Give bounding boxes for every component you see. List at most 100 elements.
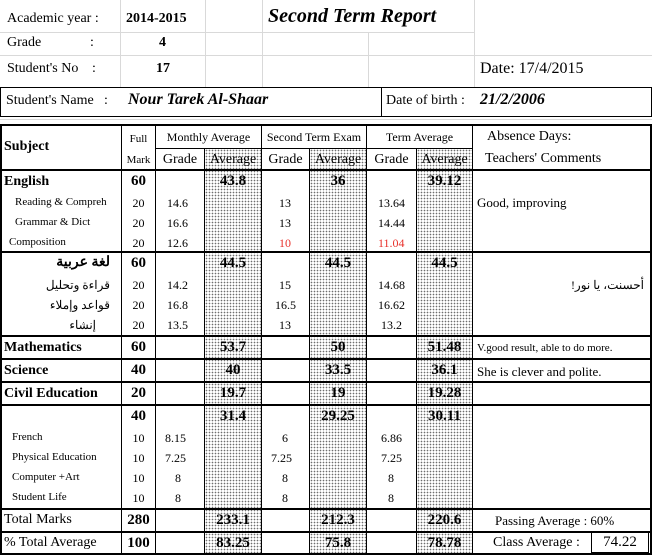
monthly-average-shade — [205, 149, 261, 555]
grid-line — [474, 0, 475, 87]
term-grade: 14.68 — [378, 278, 405, 292]
exam-average: 29.25 — [321, 408, 355, 424]
full-mark: 10 — [132, 431, 145, 445]
subject-arabic: لغة عربية — [56, 255, 110, 270]
full-mark: 20 — [132, 216, 145, 230]
percent-monthly-average: 83.25 — [216, 535, 250, 551]
exam-grade: 8 — [282, 491, 288, 505]
student-name-label: Student's Name — [6, 93, 94, 108]
grade-value: 4 — [159, 35, 166, 50]
term-grade-header: Grade — [374, 152, 409, 167]
total-marks-label: Total Marks — [4, 512, 72, 527]
term-average: 51.48 — [427, 339, 462, 355]
rule — [381, 87, 382, 117]
subject-reading: Reading & Compreh — [15, 196, 107, 208]
monthly-average-subheader: Average — [209, 152, 257, 167]
rule — [0, 87, 1, 117]
rule — [0, 87, 652, 88]
subject-computer-art: Computer +Art — [12, 471, 80, 483]
term-average-shade — [417, 149, 472, 555]
exam-average: 36 — [330, 173, 346, 189]
exam-grade-header: Grade — [268, 152, 303, 167]
exam-grade: 15 — [279, 278, 291, 292]
exam-average: 33.5 — [324, 362, 352, 378]
term-average: 19.28 — [427, 385, 462, 401]
rule — [0, 251, 652, 253]
comment-english: Good, improving — [477, 195, 567, 210]
rule — [204, 148, 205, 555]
rule — [0, 124, 652, 126]
class-average-value: 74.22 — [603, 534, 637, 550]
subject-arabic-grammar: قواعد وإملاء — [49, 298, 110, 312]
total-monthly-average: 233.1 — [216, 512, 250, 528]
exam-average: 50 — [330, 339, 346, 355]
rule — [155, 148, 473, 149]
monthly-average: 43.8 — [219, 173, 247, 189]
class-average-label: Class Average : — [493, 535, 580, 550]
exam-grade: 8 — [282, 471, 288, 485]
monthly-grade: 13.5 — [167, 318, 188, 332]
full-mark: 20 — [132, 298, 145, 312]
rule — [0, 335, 652, 337]
total-term-average: 220.6 — [427, 512, 462, 528]
comment-arabic: أحسنت، يا نور! — [570, 278, 644, 292]
exam-average-subheader: Average — [314, 152, 362, 167]
subject-grammar: Grammar & Dict — [15, 216, 91, 228]
monthly-grade: 14.6 — [167, 196, 188, 210]
rule — [155, 124, 156, 555]
full-mark: 60 — [131, 339, 146, 355]
subject-english: English — [4, 174, 50, 189]
student-name-value: Nour Tarek Al-Shaar — [128, 91, 269, 108]
subject-mathematics: Mathematics — [4, 340, 82, 355]
term-grade: 7.25 — [381, 451, 402, 465]
monthly-average-header: Monthly Average — [166, 130, 251, 144]
exam-average: 19 — [330, 385, 346, 401]
exam-average: 44.5 — [324, 255, 352, 271]
percent-exam-average: 75.8 — [324, 535, 352, 551]
term-grade: 6.86 — [381, 431, 402, 445]
exam-grade: 7.25 — [271, 451, 292, 465]
rule — [0, 531, 652, 533]
rule — [309, 148, 310, 555]
exam-average-shade — [310, 149, 366, 555]
full-mark: 60 — [131, 255, 146, 271]
term-grade: 16.62 — [378, 298, 405, 312]
rule — [0, 116, 652, 117]
term-grade: 13.64 — [378, 196, 405, 210]
student-no-colon: : — [92, 61, 96, 76]
subject-student-life: Student Life — [12, 491, 67, 503]
monthly-average: 19.7 — [219, 385, 247, 401]
monthly-average: 40 — [225, 362, 241, 378]
monthly-grade: 7.25 — [165, 451, 186, 465]
absence-days-label: Absence Days: — [487, 129, 572, 144]
full-mark: 60 — [131, 173, 146, 189]
term-grade: 8 — [388, 471, 394, 485]
passing-average: Passing Average : 60% — [495, 513, 615, 528]
report-date: Date: 17/4/2015 — [480, 60, 584, 77]
exam-grade: 6 — [282, 431, 288, 445]
full-mark: 10 — [132, 471, 145, 485]
full-mark: 20 — [132, 236, 145, 250]
grid-line — [120, 0, 121, 87]
subject-arabic-reading: قراءة وتحليل — [45, 278, 110, 292]
grade-label: Grade — [7, 35, 42, 50]
comment-mathematics: V.good result, able to do more. — [477, 342, 613, 354]
full-mark: 10 — [132, 491, 145, 505]
rule — [261, 124, 262, 555]
grid-line — [0, 55, 652, 56]
full-mark: 40 — [131, 362, 146, 378]
monthly-grade: 16.6 — [167, 216, 188, 230]
percent-term-average: 78.78 — [427, 535, 462, 551]
monthly-grade: 8 — [175, 491, 181, 505]
mark-header: Mark — [126, 154, 151, 166]
rule — [366, 124, 367, 555]
monthly-grade-header: Grade — [162, 152, 198, 167]
total-exam-average: 212.3 — [321, 512, 355, 528]
subject-physical-education: Physical Education — [12, 451, 97, 463]
full-mark: 20 — [132, 278, 145, 292]
rule — [416, 148, 417, 555]
full-mark: 20 — [132, 318, 145, 332]
term-average: 30.11 — [428, 408, 461, 424]
full-mark: 10 — [132, 451, 145, 465]
